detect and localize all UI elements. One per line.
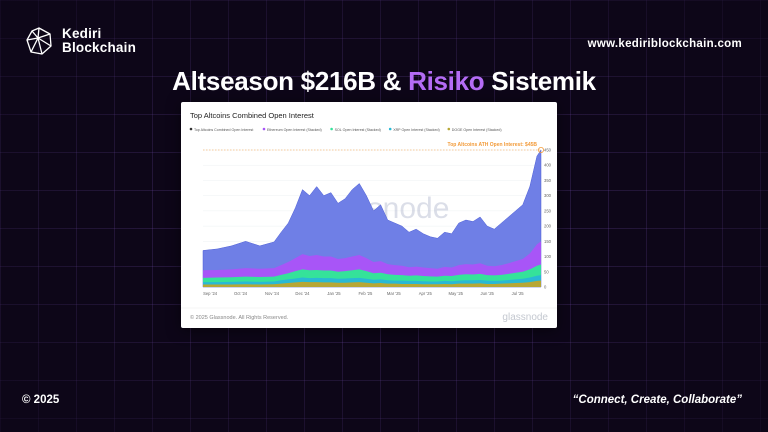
x-tick-label: Dec '24 <box>295 291 310 296</box>
title-part-1: Altseason $216B & <box>172 66 409 96</box>
y-tick-label: 200 <box>544 224 552 229</box>
y-tick-label: 350 <box>544 178 552 183</box>
legend-swatch <box>388 127 392 131</box>
legend-swatch <box>262 127 266 131</box>
total-oi-area[interactable] <box>202 149 542 288</box>
ath-annotation: Top Altcoins ATH Open Interest: $45B <box>448 142 538 148</box>
y-tick-label: 50 <box>544 269 549 274</box>
y-tick-label: 100 <box>544 254 552 259</box>
ath-annotation-group: Top Altcoins ATH Open Interest: $45B <box>203 142 544 154</box>
ath-marker[interactable] <box>537 147 544 154</box>
website-url[interactable]: www.kediriblockchain.com <box>587 38 742 50</box>
y-tick-label: 150 <box>544 239 552 244</box>
chart-card: Top Altcoins Combined Open Interest Top … <box>181 102 557 328</box>
brand[interactable]: Kediri Blockchain <box>24 26 136 56</box>
legend-label[interactable]: Ethereum Open Interest (Stacked) <box>267 128 322 132</box>
brand-line-2: Blockchain <box>62 40 137 55</box>
glassnode-footer-logo: glassnode <box>502 312 548 323</box>
legend-label[interactable]: XRP Open Interest (Stacked) <box>393 128 439 132</box>
y-tick-label: 250 <box>544 208 552 213</box>
brand-name: Kediri Blockchain <box>62 27 136 55</box>
x-tick-label: Apr '25 <box>419 291 433 296</box>
x-tick-label: Jan '25 <box>327 291 341 296</box>
y-tick-label: 300 <box>544 193 552 198</box>
chart-legend: Top Altcoins Combined Open Interest Ether… <box>189 127 502 132</box>
y-tick-label: 450 <box>544 148 552 153</box>
geodesic-sphere-icon <box>26 27 52 55</box>
x-tick-label: Nov '24 <box>265 291 280 296</box>
legend-swatch <box>447 127 451 131</box>
legend-swatch <box>330 127 333 131</box>
doge-oi-area[interactable] <box>203 280 541 287</box>
x-tick-label: Oct '24 <box>234 291 248 296</box>
x-tick-label: Mar '25 <box>387 291 402 296</box>
legend-swatch <box>189 127 193 131</box>
page-title: Altseason $216B & Risiko Sistemik <box>0 66 768 97</box>
chart-areas <box>202 149 542 288</box>
x-axis: Sep '24 Oct '24 Nov '24 Dec '24 Jan '25 Feb '… <box>203 291 524 296</box>
copyright: © 2025 <box>22 394 60 406</box>
y-axis: 0 50 100 150 200 250 300 350 400 450 <box>544 148 552 290</box>
x-tick-label: Feb '25 <box>358 291 373 296</box>
legend-label[interactable]: Top Altcoins Combined Open Interest <box>194 128 253 132</box>
x-tick-label: Jul '25 <box>512 291 525 296</box>
chart-title: Top Altcoins Combined Open Interest <box>190 111 315 120</box>
y-tick-label: 400 <box>544 163 552 168</box>
brand-line-1: Kediri <box>62 26 102 41</box>
x-tick-label: Jun '25 <box>481 291 495 296</box>
title-part-2: Sistemik <box>484 66 596 96</box>
legend-label[interactable]: SOL Open Interest (Stacked) <box>335 128 381 132</box>
legend-label[interactable]: DOGE Open Interest (Stacked) <box>452 128 502 132</box>
title-highlight: Risiko <box>408 66 485 96</box>
y-tick-label: 0 <box>544 285 547 290</box>
chart-copyright: © 2025 Glassnode. All Rights Reserved. <box>190 314 289 321</box>
x-tick-label: May '25 <box>448 291 463 296</box>
open-interest-chart: Top Altcoins Combined Open Interest Top … <box>181 111 557 323</box>
x-tick-label: Sep '24 <box>203 291 218 296</box>
tagline: “Connect, Create, Collaborate” <box>572 394 742 406</box>
